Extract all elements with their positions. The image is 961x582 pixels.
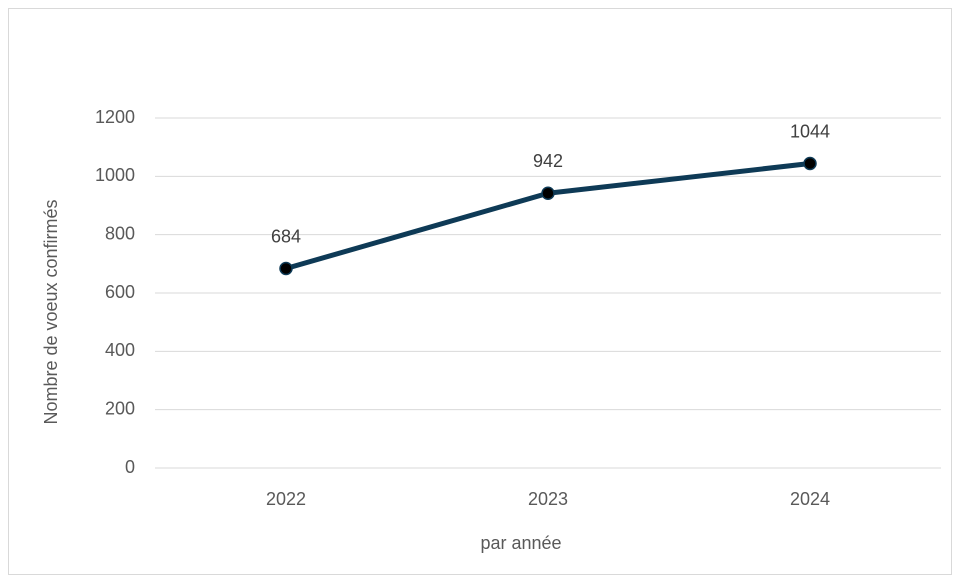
y-tick-label: 200 xyxy=(105,398,135,418)
y-tick-label: 400 xyxy=(105,340,135,360)
marker xyxy=(541,186,555,200)
x-tick-label: 2022 xyxy=(266,489,306,509)
y-tick-label: 1200 xyxy=(95,107,135,127)
y-tick-label: 600 xyxy=(105,282,135,302)
x-tick-label: 2024 xyxy=(790,489,830,509)
y-tick-label: 0 xyxy=(125,457,135,477)
chart-border xyxy=(8,8,952,575)
data-label: 684 xyxy=(271,226,301,246)
marker xyxy=(803,156,817,171)
x-tick-label: 2023 xyxy=(528,489,568,509)
y-axis-title: Nombre de voeux confirmés xyxy=(41,199,61,424)
x-axis-title: par année xyxy=(480,533,561,553)
marker xyxy=(279,261,293,276)
y-tick-label: 800 xyxy=(105,223,135,243)
data-label: 942 xyxy=(533,151,563,171)
data-label: 1044 xyxy=(790,121,830,141)
y-tick-label: 1000 xyxy=(95,165,135,185)
